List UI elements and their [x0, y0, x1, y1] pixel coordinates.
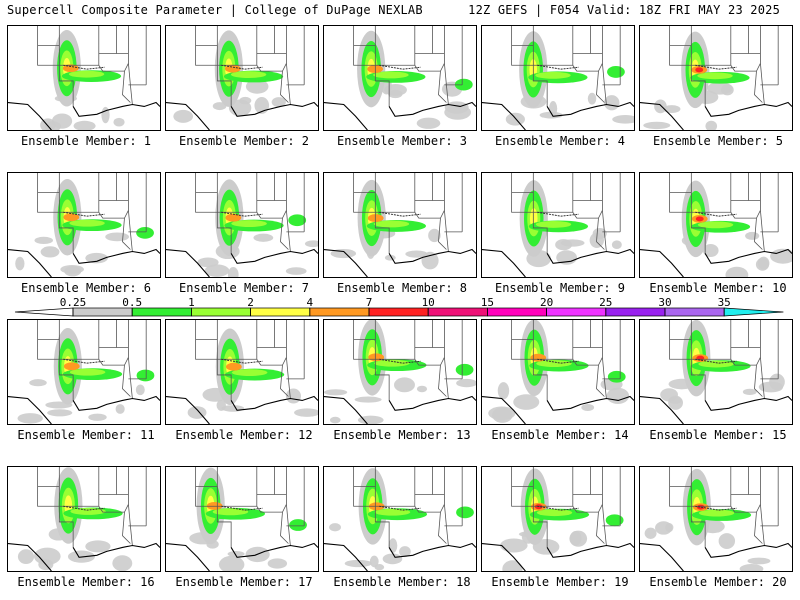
colorbar-tick-label: 30	[658, 298, 671, 309]
ensemble-member-label: Ensemble Member: 19	[491, 575, 629, 589]
colorbar-tick-label: 15	[481, 298, 494, 309]
ensemble-map-9	[481, 172, 635, 278]
colorbar-swatch	[605, 307, 666, 317]
ensemble-map-12	[165, 319, 319, 425]
ensemble-map-19	[481, 466, 635, 572]
ensemble-member-label: Ensemble Member: 8	[336, 281, 468, 295]
ensemble-member-label: Ensemble Member: 2	[178, 134, 310, 148]
colorbar-tick-label: 10	[422, 298, 435, 309]
map-title: Supercell Composite Parameter | College …	[7, 3, 423, 17]
ensemble-map-7	[165, 172, 319, 278]
colorbar-swatch	[427, 307, 488, 317]
ensemble-map-16	[7, 466, 161, 572]
ensemble-map-20	[639, 466, 793, 572]
ensemble-member-label: Ensemble Member: 6	[20, 281, 152, 295]
ensemble-member-label: Ensemble Member: 13	[333, 428, 471, 442]
ensemble-member-label: Ensemble Member: 4	[494, 134, 626, 148]
colorbar-swatch	[546, 307, 607, 317]
colorbar-tick-label: 0.5	[122, 298, 142, 309]
colorbar-swatch	[72, 307, 133, 317]
colorbar-tick-label: 35	[718, 298, 731, 309]
colorbar-tick-label: 1	[188, 298, 195, 309]
ensemble-member-label: Ensemble Member: 9	[494, 281, 626, 295]
ensemble-map-8	[323, 172, 477, 278]
ensemble-map-4	[481, 25, 635, 131]
colorbar-tick-label: 2	[247, 298, 254, 309]
colorbar-swatch	[309, 307, 370, 317]
colorbar-swatch	[368, 307, 429, 317]
colorbar-tick-label: 7	[366, 298, 373, 309]
colorbar-swatch	[191, 307, 251, 317]
ensemble-member-label: Ensemble Member: 15	[649, 428, 787, 442]
ensemble-map-17	[165, 466, 319, 572]
ensemble-map-11	[7, 319, 161, 425]
ensemble-map-5	[639, 25, 793, 131]
ensemble-map-14	[481, 319, 635, 425]
ensemble-member-label: Ensemble Member: 12	[175, 428, 313, 442]
colorbar-tick-label: 4	[306, 298, 313, 309]
colorbar-tick-label: 0.25	[60, 298, 87, 309]
ensemble-member-label: Ensemble Member: 3	[336, 134, 468, 148]
ensemble-member-label: Ensemble Member: 1	[20, 134, 152, 148]
ensemble-map-1	[7, 25, 161, 131]
ensemble-member-label: Ensemble Member: 16	[17, 575, 155, 589]
color-scale-legend: 0.25 0.5 1 2 4 7 10 15 20 25 30 35	[14, 298, 784, 317]
ensemble-map-15	[639, 319, 793, 425]
ensemble-map-10	[639, 172, 793, 278]
ensemble-map-13	[323, 319, 477, 425]
ensemble-map-6	[7, 172, 161, 278]
ensemble-member-label: Ensemble Member: 10	[649, 281, 787, 295]
ensemble-member-label: Ensemble Member: 14	[491, 428, 629, 442]
ensemble-member-label: Ensemble Member: 5	[652, 134, 784, 148]
valid-time: 12Z GEFS | F054 Valid: 18Z FRI MAY 23 20…	[468, 3, 780, 17]
ensemble-map-18	[323, 466, 477, 572]
colorbar-swatch	[487, 307, 547, 317]
colorbar-swatch	[131, 307, 192, 317]
colorbar-min-arrow	[14, 307, 74, 317]
ensemble-member-label: Ensemble Member: 20	[649, 575, 787, 589]
ensemble-member-label: Ensemble Member: 17	[175, 575, 313, 589]
ensemble-map-2	[165, 25, 319, 131]
colorbar-max-arrow	[723, 307, 784, 317]
ensemble-member-label: Ensemble Member: 7	[178, 281, 310, 295]
ensemble-map-3	[323, 25, 477, 131]
ensemble-member-label: Ensemble Member: 11	[17, 428, 155, 442]
colorbar-swatch	[664, 307, 725, 317]
ensemble-member-label: Ensemble Member: 18	[333, 575, 471, 589]
colorbar-swatch	[250, 307, 311, 317]
colorbar-tick-label: 25	[599, 298, 612, 309]
colorbar-tick-label: 20	[540, 298, 553, 309]
